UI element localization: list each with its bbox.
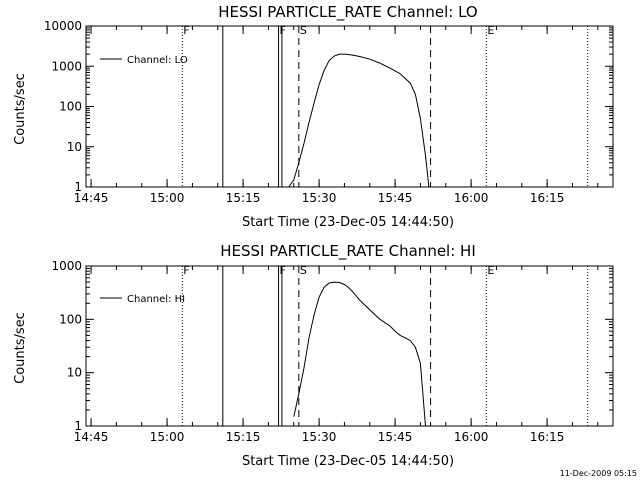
x-tick-label-hi: 15:15 <box>226 430 261 444</box>
x-axis-label-hi: Start Time (23-Dec-05 14:44:50) <box>242 454 454 469</box>
x-tick-label-hi: 15:00 <box>150 430 185 444</box>
series-line-hi <box>293 281 426 427</box>
marker-label-hi: F <box>280 264 286 277</box>
marker-label-lo: E <box>487 24 494 37</box>
y-tick-label-lo: 10000 <box>44 19 82 33</box>
marker-label-lo: S <box>300 24 307 37</box>
x-tick-label-hi: 16:00 <box>454 430 489 444</box>
y-tick-label-hi: 1 <box>74 419 82 433</box>
y-tick-label-hi: 1000 <box>51 259 82 273</box>
y-tick-label-lo: 100 <box>59 100 82 114</box>
marker-label-hi: F <box>183 264 189 277</box>
legend-label-hi: Channel: HI <box>127 294 185 305</box>
x-tick-label-lo: 15:30 <box>302 191 337 205</box>
y-axis-label-hi: Counts/sec <box>13 312 28 384</box>
legend-label-lo: Channel: LO <box>127 55 188 66</box>
x-tick-label-lo: 14:45 <box>74 191 109 205</box>
marker-label-hi: E <box>487 264 494 277</box>
chart-title-hi: HESSI PARTICLE_RATE Channel: HI <box>220 242 476 261</box>
x-tick-label-lo: 15:00 <box>150 191 185 205</box>
y-tick-label-lo: 1 <box>74 180 82 194</box>
plot-marks-lo: 14:45 15:00 15:15 15:30 15:45 16:00 16:15 1 10 10… <box>44 19 614 205</box>
x-tick-label-hi: 14:45 <box>74 430 109 444</box>
plot-frame-hi <box>85 265 614 427</box>
y-tick-label-lo: 1000 <box>51 59 82 73</box>
x-tick-label-lo: 16:15 <box>530 191 565 205</box>
plot-marks-hi: 14:45 15:00 15:15 15:30 15:45 16:00 16:15 1 10 10… <box>51 259 614 444</box>
marker-label-lo: F <box>280 24 286 37</box>
y-tick-label-hi: 100 <box>59 312 82 326</box>
x-tick-label-hi: 15:30 <box>302 430 337 444</box>
plot-frame-lo <box>85 25 614 188</box>
x-tick-label-lo: 15:15 <box>226 191 261 205</box>
x-tick-label-hi: 15:45 <box>378 430 413 444</box>
chart-panel-lo: HESSI PARTICLE_RATE Channel: LO Counts/s… <box>13 3 614 230</box>
x-tick-label-lo: 16:00 <box>454 191 489 205</box>
y-tick-label-lo: 10 <box>67 140 82 154</box>
x-tick-label-hi: 16:15 <box>530 430 565 444</box>
chart-title-lo: HESSI PARTICLE_RATE Channel: LO <box>218 3 477 22</box>
chart-panel-hi: HESSI PARTICLE_RATE Channel: HI Counts/s… <box>13 242 614 469</box>
y-tick-label-hi: 10 <box>67 366 82 380</box>
marker-label-hi: S <box>300 264 307 277</box>
series-line-lo <box>288 53 430 188</box>
footer-timestamp: 11-Dec-2009 05:15 <box>560 469 637 478</box>
y-axis-label-lo: Counts/sec <box>13 73 28 145</box>
marker-label-lo: F <box>183 24 189 37</box>
x-axis-label-lo: Start Time (23-Dec-05 14:44:50) <box>242 215 454 230</box>
x-tick-label-lo: 15:45 <box>378 191 413 205</box>
